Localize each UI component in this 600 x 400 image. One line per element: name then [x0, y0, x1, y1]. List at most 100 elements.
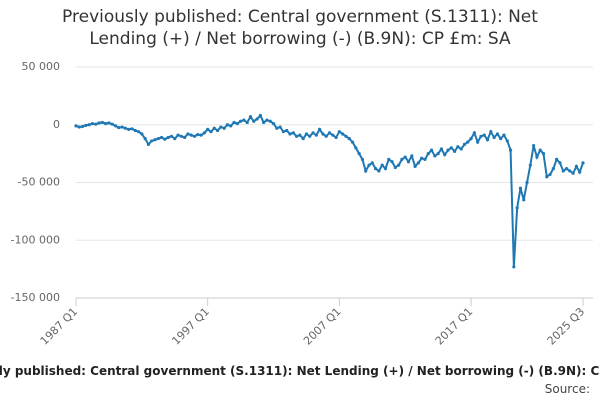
x-tick-label: 1997 Q1 — [169, 305, 212, 348]
point — [304, 132, 309, 136]
point — [215, 128, 220, 133]
point — [159, 135, 164, 140]
y-tick-label: -100 000 — [11, 233, 60, 246]
point — [87, 123, 91, 127]
point — [80, 124, 85, 129]
point — [120, 125, 124, 129]
point — [436, 152, 440, 156]
y-tick-label: -150 000 — [11, 291, 60, 304]
point — [84, 123, 88, 127]
point — [397, 163, 401, 167]
point — [528, 163, 532, 167]
point — [176, 133, 180, 137]
x-tick-label: 2017 Q1 — [433, 305, 476, 348]
point — [581, 161, 585, 165]
point — [100, 120, 104, 125]
point — [318, 127, 322, 131]
point — [94, 122, 98, 126]
point — [373, 167, 378, 171]
point — [341, 132, 345, 136]
point — [578, 170, 582, 174]
point — [206, 127, 210, 131]
point — [117, 126, 121, 130]
point — [453, 149, 457, 153]
point — [429, 148, 434, 152]
point — [281, 130, 286, 134]
point — [294, 134, 299, 138]
point — [123, 126, 127, 130]
point — [265, 118, 269, 122]
chart-title: Previously published: Central government… — [62, 7, 538, 49]
point — [271, 121, 276, 126]
point — [199, 133, 203, 137]
point — [308, 134, 312, 138]
point — [133, 128, 137, 133]
point — [574, 164, 579, 168]
point — [495, 132, 500, 136]
point — [489, 130, 493, 134]
point — [472, 131, 476, 135]
point — [347, 137, 351, 141]
point — [136, 130, 141, 134]
point — [555, 157, 559, 161]
point — [420, 156, 424, 160]
point — [449, 146, 453, 150]
point — [186, 132, 190, 136]
point — [225, 123, 230, 127]
point — [97, 121, 101, 125]
point — [479, 134, 483, 138]
point — [262, 120, 266, 125]
series-line — [75, 113, 584, 267]
point — [380, 163, 384, 167]
point — [192, 134, 197, 138]
point — [426, 152, 430, 156]
point — [255, 117, 259, 121]
point — [446, 148, 450, 152]
y-tick-label: 0 — [53, 118, 60, 131]
point — [74, 124, 78, 128]
point — [183, 135, 187, 140]
point — [532, 143, 536, 148]
point — [350, 140, 355, 144]
y-tick-label: 50 000 — [22, 60, 61, 73]
point — [245, 120, 249, 125]
point — [202, 131, 206, 135]
point — [508, 148, 513, 152]
point — [150, 139, 154, 143]
point — [127, 127, 131, 131]
point — [239, 119, 243, 123]
point — [113, 124, 118, 128]
point — [324, 134, 328, 138]
point — [387, 157, 391, 161]
point — [433, 154, 437, 158]
point — [568, 169, 572, 173]
point — [334, 135, 338, 140]
point — [459, 147, 463, 151]
point — [252, 119, 256, 123]
point — [499, 137, 503, 141]
point — [558, 161, 562, 165]
point — [370, 161, 374, 165]
point — [360, 157, 365, 161]
point — [476, 140, 480, 144]
point — [242, 118, 246, 122]
point — [423, 157, 427, 161]
x-tick-label: 1987 Q1 — [38, 305, 81, 348]
point — [327, 131, 332, 135]
point — [545, 175, 549, 179]
point — [535, 155, 539, 159]
point — [235, 121, 239, 126]
point — [298, 133, 302, 137]
point — [505, 139, 509, 143]
point — [179, 134, 183, 138]
point — [173, 137, 177, 141]
point — [232, 120, 236, 125]
point — [163, 137, 167, 141]
point — [502, 133, 506, 137]
point — [393, 165, 397, 170]
point — [77, 125, 81, 129]
point — [364, 169, 368, 173]
point — [196, 132, 200, 137]
